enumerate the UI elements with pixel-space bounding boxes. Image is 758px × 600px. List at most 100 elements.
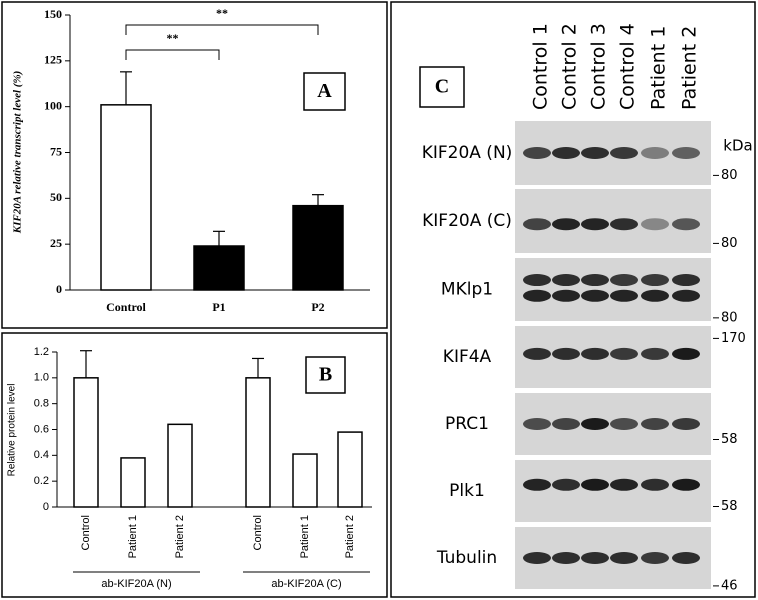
blot-band <box>523 552 551 564</box>
blot-band <box>672 289 700 302</box>
blot-band <box>672 552 700 564</box>
bar <box>100 104 152 291</box>
lane-label: Patient 1 <box>648 26 670 110</box>
bar <box>120 457 146 508</box>
x-tick-label: P2 <box>311 300 324 314</box>
blot-band <box>552 478 580 491</box>
blot-band <box>610 218 638 231</box>
blot-band <box>610 552 638 564</box>
significance-bracket <box>125 49 220 60</box>
blot-band <box>523 289 551 302</box>
marker-label: 170 <box>721 331 746 346</box>
blot-band <box>641 552 669 564</box>
bar <box>193 245 245 291</box>
y-tick-label: 25 <box>50 236 62 250</box>
row-label: KIF20A (C) <box>422 211 512 231</box>
y-tick-label: 0.8 <box>34 398 49 410</box>
panel-label: A <box>317 80 332 102</box>
blot-band <box>581 289 609 302</box>
y-tick-label: 0.2 <box>34 475 49 487</box>
blot-band <box>672 478 700 491</box>
bar <box>292 204 344 291</box>
blot-band <box>552 274 580 287</box>
blot-band <box>523 147 551 159</box>
blot-band <box>610 274 638 287</box>
panel-label-box <box>419 66 465 108</box>
x-tick-label: Patient 1 <box>127 515 139 558</box>
blot-band <box>672 147 700 159</box>
bar <box>292 453 318 508</box>
blot-band <box>672 274 700 287</box>
panel-label-box <box>303 72 346 111</box>
y-tick-label: 0 <box>56 282 62 296</box>
marker-label: 46 <box>721 578 738 593</box>
row-label: PRC1 <box>445 414 489 434</box>
row-label: Plk1 <box>449 481 485 501</box>
lane-label: Control 2 <box>559 23 581 110</box>
y-tick-label: 0.6 <box>34 423 49 435</box>
panel-a: 0 25 50 75 100 125 150 KIF20A relative transcri… <box>12 6 370 314</box>
panel-label: C <box>435 76 449 98</box>
blot-strip <box>515 258 711 321</box>
x-tick-label: Control <box>80 515 92 550</box>
blot-band <box>672 347 700 360</box>
marker-label: 80 <box>721 310 738 325</box>
panel-b: 0 0.2 0.4 0.6 0.8 1.0 1.2 Relative protein leve… <box>7 346 372 590</box>
blot-band <box>552 218 580 231</box>
blot-band <box>610 478 638 491</box>
panel-label: B <box>319 364 332 386</box>
blot-band <box>672 418 700 430</box>
bar <box>73 377 99 508</box>
bar <box>167 423 193 508</box>
x-tick-label: Patient 2 <box>344 515 356 558</box>
y-tick-label: 125 <box>44 53 62 67</box>
blot-band <box>552 289 580 302</box>
blot-band <box>641 289 669 302</box>
significance-bracket <box>125 24 319 35</box>
y-tick-label: 150 <box>44 7 62 21</box>
y-axis-label: KIF20A relative transcript level (%) <box>12 71 24 235</box>
bar <box>245 377 271 508</box>
blot-band <box>641 274 669 287</box>
blot-band <box>552 147 580 159</box>
group-label: ab-KIF20A (N) <box>101 578 171 590</box>
blot-band <box>552 347 580 360</box>
blot-band <box>581 274 609 287</box>
blot-band <box>641 418 669 430</box>
blot-band <box>523 218 551 231</box>
blot-band <box>581 418 609 430</box>
x-tick-label: P1 <box>212 300 225 314</box>
row-label: KIF20A (N) <box>422 143 513 163</box>
x-tick-label: Control <box>106 300 146 314</box>
row-label: Tubulin <box>436 548 497 568</box>
blot-band <box>610 347 638 360</box>
blot-band <box>523 478 551 491</box>
x-tick-label: Patient 1 <box>299 515 311 558</box>
lane-label: Patient 2 <box>679 26 701 110</box>
y-tick-label: 1.0 <box>34 372 49 384</box>
blot-band <box>581 347 609 360</box>
marker-label: 80 <box>721 236 738 251</box>
y-tick-label: 1.2 <box>34 346 49 358</box>
panel-label-box <box>305 356 346 394</box>
panel-a-frame <box>1 1 388 329</box>
lane-label: Control 4 <box>617 23 639 110</box>
blot-band <box>523 274 551 287</box>
blot-band <box>552 418 580 430</box>
lane-label: Control 3 <box>588 23 610 110</box>
panel-c-frame <box>390 1 756 598</box>
blot-band <box>610 147 638 159</box>
blot-band <box>641 347 669 360</box>
panel-b-frame <box>1 332 388 598</box>
y-tick-label: 0 <box>43 501 49 513</box>
blot-band <box>581 147 609 159</box>
row-label: MKlp1 <box>441 280 493 300</box>
y-tick-label: 50 <box>50 190 62 204</box>
x-tick-label: Control <box>252 515 264 550</box>
blot-strip <box>515 460 711 522</box>
y-tick-label: 0.4 <box>34 449 49 461</box>
x-tick-label: Patient 2 <box>174 515 186 558</box>
blot-band <box>672 218 700 231</box>
bar <box>337 431 363 508</box>
